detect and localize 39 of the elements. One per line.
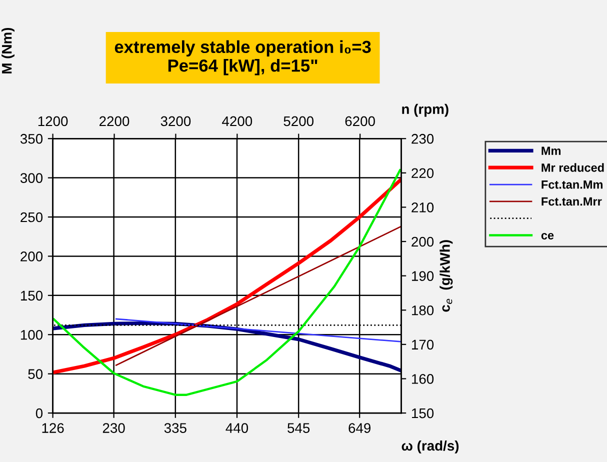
- y2-tick-label: 230: [412, 134, 434, 144]
- x2-tick-label: 1200: [38, 116, 68, 126]
- x-tick-label: 545: [288, 423, 310, 433]
- y-tick-label: 0: [36, 408, 43, 418]
- x2-tick-label: 5200: [284, 116, 314, 126]
- legend-label: Mm: [542, 146, 561, 155]
- x-tick-label: 335: [164, 423, 186, 433]
- x2-axis-title: n (rpm): [402, 104, 448, 117]
- y2-tick-label: 210: [412, 202, 434, 212]
- y-tick-label: 100: [20, 330, 43, 340]
- y-axis-title: M (Nm): [2, 28, 14, 74]
- x2-tick-label: 4200: [222, 116, 252, 126]
- y-tick-label: 350: [20, 134, 43, 144]
- y2-tick-label: 200: [412, 236, 434, 247]
- legend-label: Fct.tan.Mm: [542, 180, 602, 189]
- y2-tick-label: 160: [412, 374, 434, 384]
- chart-title: extremely stable operation i₀=3 Pe=64 [kW], d=15": [114, 40, 371, 76]
- y-tick-label: 250: [20, 212, 43, 222]
- legend-label: Fct.tan.Mrr: [542, 197, 602, 206]
- x-tick-label: 440: [226, 423, 248, 433]
- y-tick-label: 50: [28, 369, 43, 379]
- legend-label: ce: [541, 233, 554, 240]
- y2-tick-label: 190: [412, 271, 434, 281]
- y-tick-label: 200: [20, 252, 43, 262]
- y2-tick-label: 180: [412, 305, 434, 316]
- x-tick-label: 126: [42, 423, 64, 433]
- y-tick-label: 300: [20, 173, 43, 183]
- x-tick-label: 649: [348, 423, 371, 433]
- y2-tick-label: 170: [412, 340, 434, 350]
- x2-tick-label: 6200: [345, 116, 375, 126]
- x2-tick-label: 3200: [160, 116, 191, 126]
- y2-axis-title: c$_{e}$ (g/kWh): [440, 240, 453, 312]
- legend-label: Mr reduced: [542, 163, 604, 172]
- x-tick-label: 230: [102, 423, 125, 433]
- y2-tick-label: 150: [412, 408, 434, 418]
- x-axis-title: ω (rad/s): [402, 440, 459, 454]
- x2-tick-label: 2200: [100, 116, 130, 126]
- y2-tick-label: 220: [412, 168, 434, 178]
- y-tick-label: 150: [20, 290, 43, 301]
